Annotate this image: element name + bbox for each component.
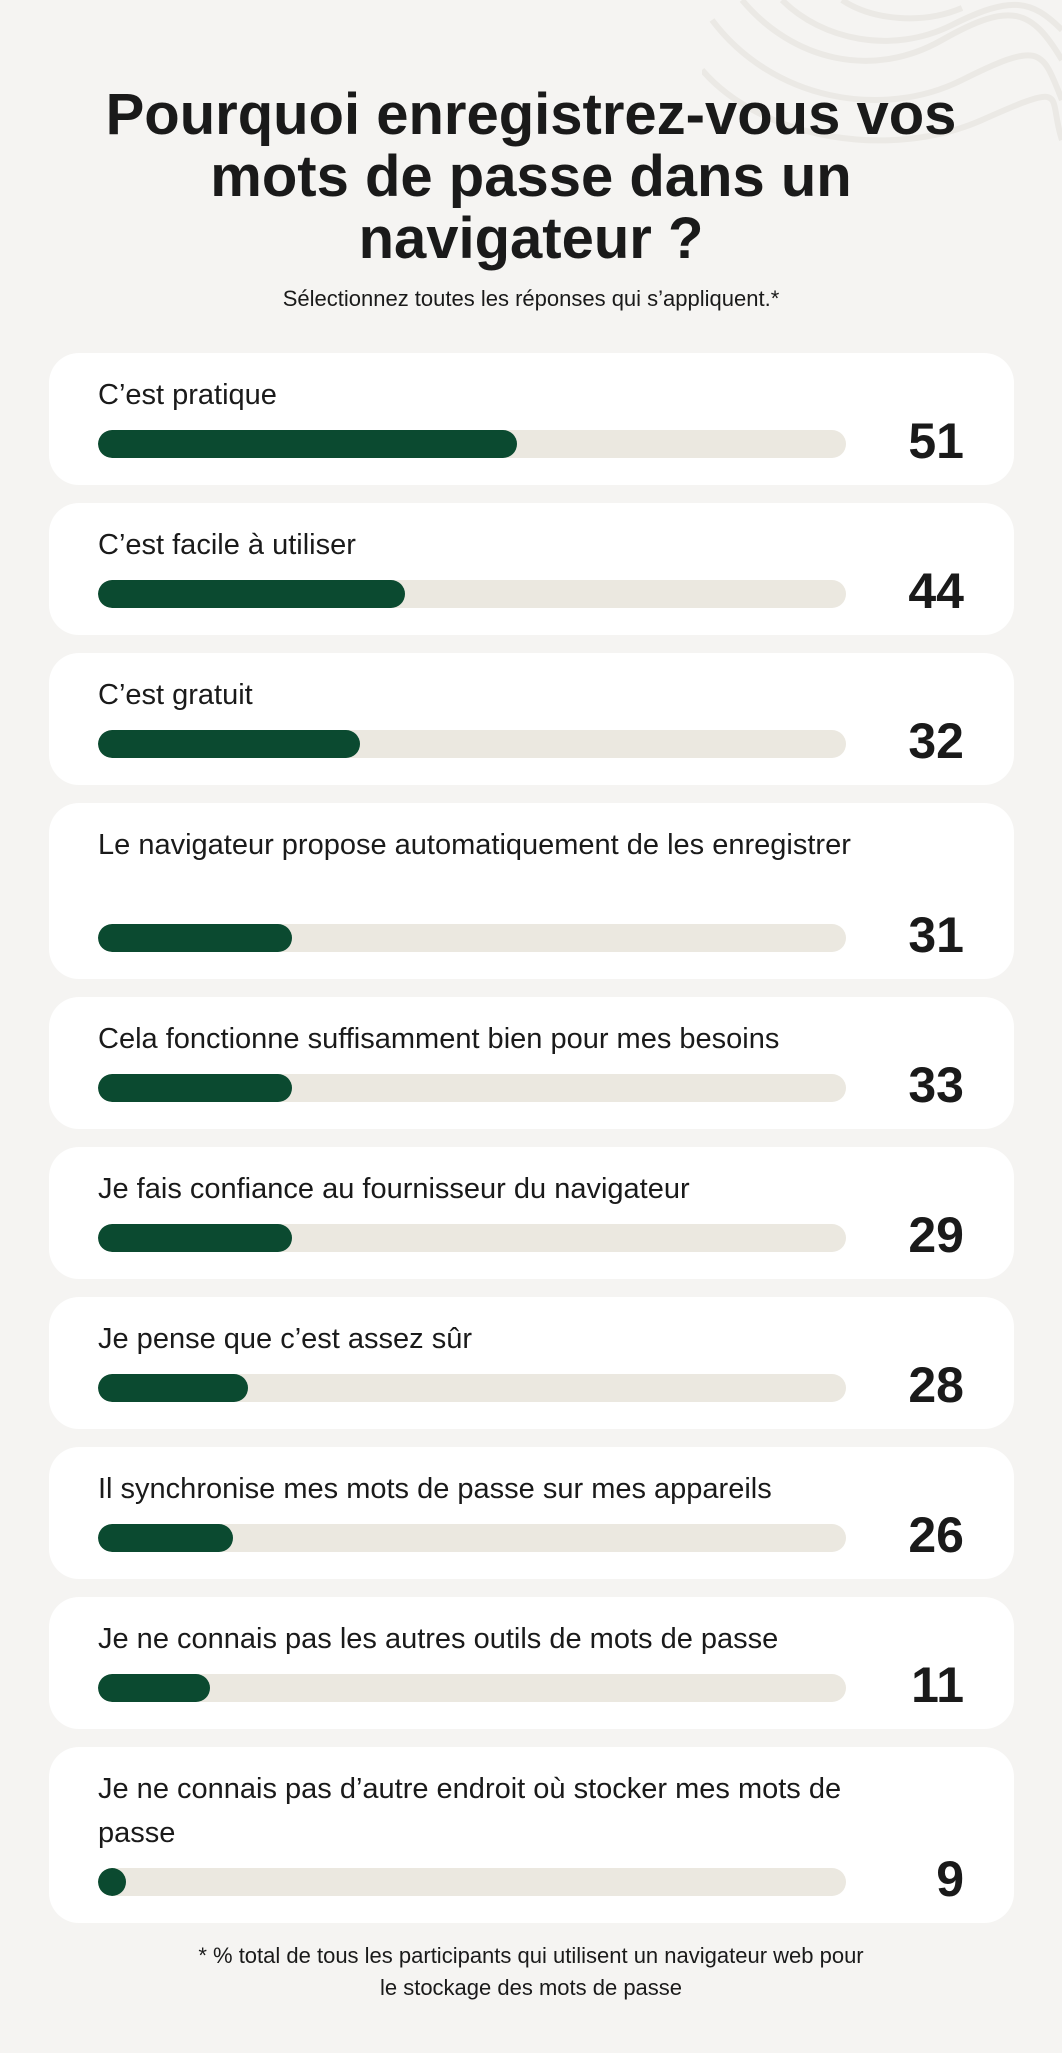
- bar-track: [98, 1224, 846, 1252]
- bar-track: [98, 924, 846, 952]
- response-value: 29: [908, 1207, 964, 1263]
- bar-track: [98, 1524, 846, 1552]
- response-card: Cela fonctionne suffisamment bien pour m…: [49, 997, 1014, 1129]
- footnote-line-1: * % total de tous les participants qui u…: [198, 1943, 864, 1968]
- response-label: Je ne connais pas d’autre endroit où sto…: [98, 1773, 842, 1849]
- response-card: Je fais confiance au fournisseur du navi…: [49, 1147, 1014, 1279]
- response-label: Je fais confiance au fournisseur du navi…: [98, 1173, 690, 1205]
- response-label: C’est pratique: [98, 379, 277, 411]
- bar-track: [98, 430, 846, 458]
- bar-track: [98, 1374, 846, 1402]
- bar-track: [98, 580, 846, 608]
- bar-fill: [98, 1524, 233, 1552]
- response-value: 44: [908, 563, 964, 619]
- response-value: 9: [936, 1851, 964, 1907]
- bar-fill: [98, 580, 405, 608]
- response-card: C’est facile à utiliser 44: [49, 503, 1014, 635]
- response-card: C’est pratique 51: [49, 353, 1014, 485]
- response-value: 51: [908, 413, 964, 469]
- response-value: 33: [908, 1057, 964, 1113]
- bar-fill: [98, 1374, 248, 1402]
- response-value: 28: [908, 1357, 964, 1413]
- response-card: Je pense que c’est assez sûr 28: [49, 1297, 1014, 1429]
- bar-track: [98, 1674, 846, 1702]
- response-label: Il synchronise mes mots de passe sur mes…: [98, 1473, 772, 1505]
- response-label: Le navigateur propose automatiquement de…: [98, 829, 851, 861]
- footnote-line-2: le stockage des mots de passe: [379, 1975, 683, 2000]
- response-value: 11: [911, 1657, 964, 1713]
- response-value: 26: [908, 1507, 964, 1563]
- chart-subtitle: Sélectionnez toutes les réponses qui s’a…: [282, 286, 780, 311]
- bar-fill: [98, 1074, 293, 1102]
- bar-track: [98, 1868, 846, 1896]
- bar-fill: [98, 1224, 293, 1252]
- bar-track: [98, 730, 846, 758]
- response-value: 31: [908, 907, 964, 963]
- response-label: Je pense que c’est assez sûr: [98, 1323, 472, 1355]
- response-card: Il synchronise mes mots de passe sur mes…: [49, 1447, 1014, 1579]
- response-card: Le navigateur propose automatiquement de…: [49, 803, 1014, 979]
- bar-fill: [98, 924, 293, 952]
- bar-fill: [98, 1868, 126, 1896]
- response-value: 32: [908, 713, 964, 769]
- response-label: Cela fonctionne suffisamment bien pour m…: [98, 1023, 780, 1055]
- response-card: Je ne connais pas d’autre endroit où sto…: [49, 1747, 1014, 1923]
- response-label: C’est facile à utiliser: [98, 529, 356, 561]
- response-label: C’est gratuit: [98, 679, 253, 711]
- bar-fill: [98, 730, 360, 758]
- bar-track: [98, 1074, 846, 1102]
- chart-title: Pourquoi enregistrez-vous vos mots de pa…: [105, 82, 957, 271]
- bar-fill: [98, 430, 517, 458]
- bar-fill: [98, 1674, 211, 1702]
- response-list: C’est pratique 51 C’est facile à utiliser 4…: [49, 353, 1014, 1941]
- response-card: Je ne connais pas les autres outils de m…: [49, 1597, 1014, 1729]
- response-label: Je ne connais pas les autres outils de m…: [98, 1623, 779, 1655]
- footnote: * % total de tous les participants qui u…: [0, 1940, 1062, 2004]
- response-card: C’est gratuit 32: [49, 653, 1014, 785]
